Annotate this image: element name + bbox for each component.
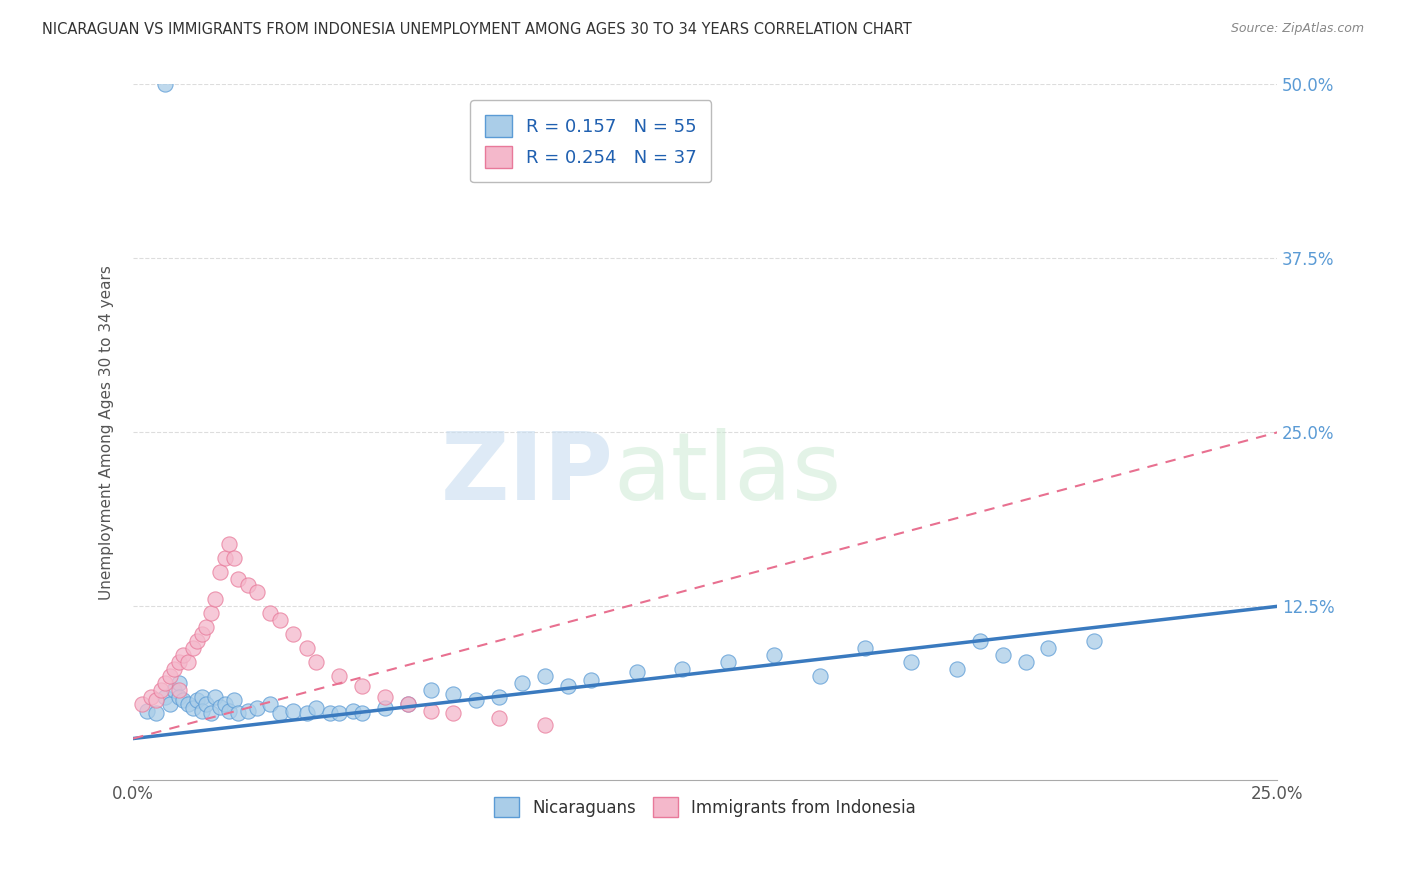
Point <box>808 669 831 683</box>
Point <box>200 706 222 721</box>
Point <box>534 669 557 683</box>
Point <box>969 634 991 648</box>
Point <box>488 690 510 704</box>
Point <box>228 706 250 721</box>
Point <box>172 648 194 662</box>
Point <box>177 655 200 669</box>
Point <box>283 704 305 718</box>
Point <box>1014 655 1036 669</box>
Point <box>195 697 218 711</box>
Point <box>328 669 350 683</box>
Point <box>295 706 318 721</box>
Point <box>214 550 236 565</box>
Point <box>145 692 167 706</box>
Point <box>443 687 465 701</box>
Point <box>305 655 328 669</box>
Point <box>204 690 226 704</box>
Point <box>246 701 269 715</box>
Point <box>510 676 533 690</box>
Point <box>190 704 212 718</box>
Point <box>443 706 465 721</box>
Point <box>465 692 488 706</box>
Point <box>236 578 259 592</box>
Point <box>328 706 350 721</box>
Point <box>946 662 969 676</box>
Point <box>181 641 204 656</box>
Point <box>1083 634 1105 648</box>
Point <box>222 550 245 565</box>
Point <box>163 682 186 697</box>
Point <box>190 627 212 641</box>
Point <box>419 704 441 718</box>
Point <box>283 627 305 641</box>
Text: Source: ZipAtlas.com: Source: ZipAtlas.com <box>1230 22 1364 36</box>
Point <box>374 690 396 704</box>
Point <box>167 655 190 669</box>
Point <box>991 648 1014 662</box>
Point <box>319 706 342 721</box>
Point <box>350 706 373 721</box>
Point <box>579 673 602 687</box>
Point <box>177 697 200 711</box>
Point <box>396 697 419 711</box>
Point <box>204 592 226 607</box>
Point <box>246 585 269 599</box>
Point <box>488 711 510 725</box>
Point <box>762 648 785 662</box>
Point <box>153 676 176 690</box>
Point <box>269 706 291 721</box>
Point <box>1038 641 1060 656</box>
Point <box>159 697 181 711</box>
Point <box>534 717 557 731</box>
Point <box>163 662 186 676</box>
Point <box>186 634 208 648</box>
Legend: Nicaraguans, Immigrants from Indonesia: Nicaraguans, Immigrants from Indonesia <box>488 790 922 824</box>
Point <box>190 690 212 704</box>
Point <box>222 692 245 706</box>
Text: NICARAGUAN VS IMMIGRANTS FROM INDONESIA UNEMPLOYMENT AMONG AGES 30 TO 34 YEARS C: NICARAGUAN VS IMMIGRANTS FROM INDONESIA … <box>42 22 912 37</box>
Point <box>214 697 236 711</box>
Point <box>342 704 364 718</box>
Point <box>209 699 232 714</box>
Point <box>626 665 648 679</box>
Point <box>172 692 194 706</box>
Point <box>153 78 176 92</box>
Point <box>305 701 328 715</box>
Point <box>259 697 281 711</box>
Point <box>209 565 232 579</box>
Point <box>218 537 240 551</box>
Point <box>396 697 419 711</box>
Text: atlas: atlas <box>613 428 842 520</box>
Point <box>295 641 318 656</box>
Point <box>557 679 579 693</box>
Point <box>350 679 373 693</box>
Point <box>717 655 740 669</box>
Y-axis label: Unemployment Among Ages 30 to 34 years: Unemployment Among Ages 30 to 34 years <box>100 265 114 599</box>
Point <box>145 706 167 721</box>
Point <box>167 682 190 697</box>
Point <box>259 607 281 621</box>
Point <box>195 620 218 634</box>
Point <box>374 701 396 715</box>
Text: ZIP: ZIP <box>441 428 613 520</box>
Point <box>228 572 250 586</box>
Point <box>131 697 153 711</box>
Point <box>218 704 240 718</box>
Point <box>149 682 172 697</box>
Point <box>167 690 190 704</box>
Point <box>153 690 176 704</box>
Point <box>181 701 204 715</box>
Point <box>141 690 163 704</box>
Point <box>853 641 876 656</box>
Point <box>135 704 157 718</box>
Point <box>236 704 259 718</box>
Point <box>900 655 922 669</box>
Point <box>186 692 208 706</box>
Point <box>200 607 222 621</box>
Point <box>159 669 181 683</box>
Point <box>419 682 441 697</box>
Point <box>269 613 291 627</box>
Point <box>671 662 693 676</box>
Point <box>167 676 190 690</box>
